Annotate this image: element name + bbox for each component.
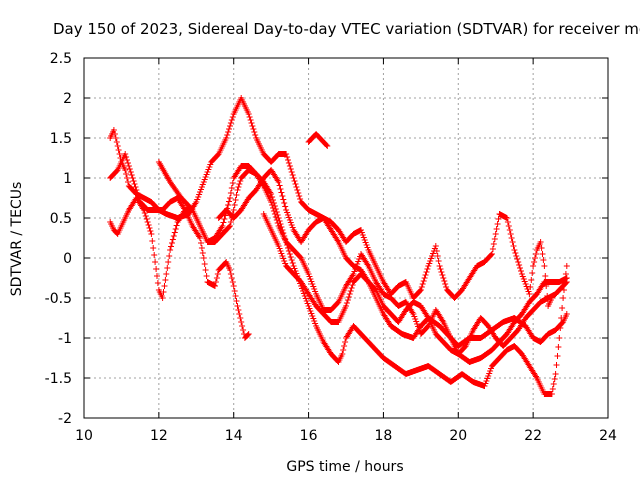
series-track-7 <box>305 131 331 149</box>
y-tick-label: 1.5 <box>50 131 72 147</box>
x-tick-label: 14 <box>225 428 243 444</box>
plot-frame <box>83 57 609 419</box>
x-tick-labels: 10 12 14 16 18 20 22 24 <box>75 428 617 444</box>
y-tick-label: 0.5 <box>50 211 72 227</box>
x-tick-label: 16 <box>300 428 318 444</box>
series-track-3 <box>107 151 252 341</box>
y-tick-label: 2.5 <box>50 51 72 67</box>
y-tick-label: -1 <box>58 331 72 347</box>
y-tick-label: 2 <box>63 91 72 107</box>
x-tick-label: 10 <box>75 428 93 444</box>
grid-lines <box>84 58 608 418</box>
x-tick-label: 20 <box>449 428 467 444</box>
data-markers <box>107 95 570 397</box>
chart-title: Day 150 of 2023, Sidereal Day-to-day VTE… <box>53 20 640 38</box>
tick-marks <box>83 57 609 419</box>
series-track-6 <box>260 211 570 357</box>
plus-markers <box>305 131 331 149</box>
y-tick-label: -2 <box>58 411 72 427</box>
x-tick-label: 12 <box>150 428 168 444</box>
series-track-5 <box>215 167 555 309</box>
x-tick-label: 22 <box>524 428 542 444</box>
y-tick-label: 1 <box>63 171 72 187</box>
x-tick-label: 24 <box>599 428 617 444</box>
plus-markers <box>215 167 555 309</box>
y-tick-labels: -2 -1.5 -1 -0.5 0 0.5 1 1.5 2 2.5 <box>45 51 72 427</box>
y-tick-label: -1.5 <box>45 371 72 387</box>
x-axis-label: GPS time / hours <box>286 459 403 475</box>
y-tick-label: 0 <box>63 251 72 267</box>
y-axis-label: SDTVAR / TECUs <box>9 182 25 297</box>
x-tick-label: 18 <box>375 428 393 444</box>
y-tick-label: -0.5 <box>45 291 72 307</box>
